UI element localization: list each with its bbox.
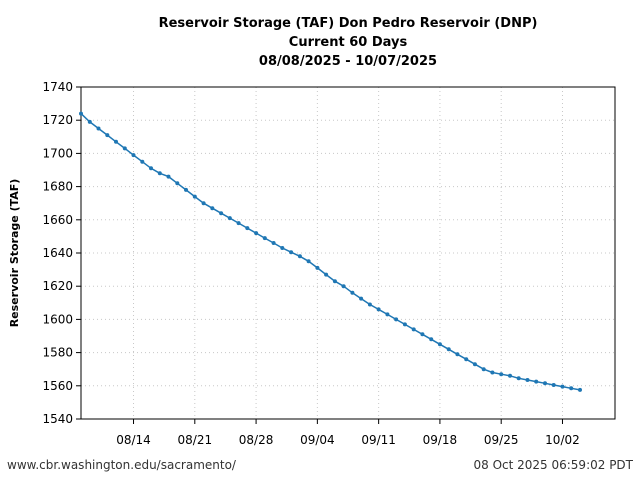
data-point	[534, 379, 539, 384]
data-point	[184, 187, 188, 192]
data-point	[140, 159, 145, 164]
data-point	[166, 174, 171, 179]
data-point	[376, 307, 381, 312]
data-point	[315, 265, 320, 270]
y-tick-label: 1700	[42, 146, 73, 160]
data-point	[420, 332, 425, 337]
data-point	[508, 373, 512, 378]
y-tick-label: 1560	[42, 379, 73, 393]
data-point	[543, 381, 547, 386]
data-point	[79, 111, 83, 116]
data-point	[367, 302, 372, 307]
data-point	[157, 171, 162, 176]
x-tick-label: 08/14	[116, 433, 151, 447]
chart-date-range: 08/08/2025 - 10/07/2025	[259, 54, 437, 69]
x-tick-label: 09/04	[300, 433, 335, 447]
data-point	[280, 246, 285, 250]
data-point	[122, 146, 127, 151]
data-point	[324, 272, 329, 277]
x-axis: 08/14 08/21 08/28 09/04 09/11 09/18 09/25 10/02	[116, 419, 580, 447]
data-point	[131, 153, 136, 158]
data-point	[394, 317, 399, 322]
series-line	[80, 113, 581, 391]
y-axis-label: Reservoir Storage (TAF)	[8, 179, 21, 328]
y-tick-label: 1680	[42, 180, 73, 194]
x-tick-label: 10/02	[545, 433, 580, 447]
data-point	[201, 201, 206, 206]
data-point	[560, 384, 565, 389]
data-point	[254, 231, 259, 236]
y-tick-label: 1720	[42, 113, 73, 127]
data-point	[516, 376, 521, 381]
data-point	[297, 254, 302, 259]
data-point	[551, 383, 556, 387]
data-point	[455, 352, 460, 357]
data-point	[499, 372, 504, 377]
y-tick-label: 1740	[42, 80, 73, 94]
data-point	[569, 386, 574, 391]
data-point	[481, 367, 486, 372]
data-point	[114, 139, 118, 144]
data-point	[332, 279, 337, 284]
data-point	[245, 226, 250, 231]
data-point	[227, 216, 232, 221]
x-tick-label: 08/21	[178, 433, 213, 447]
chart-title: Reservoir Storage (TAF) Don Pedro Reserv…	[159, 16, 538, 31]
data-point	[446, 347, 451, 352]
source-url: www.cbr.washington.edu/sacramento/	[7, 458, 236, 472]
y-tick-label: 1600	[42, 312, 73, 326]
y-tick-label: 1540	[42, 412, 73, 426]
data-point	[525, 378, 530, 382]
y-tick-label: 1640	[42, 246, 73, 260]
y-tick-label: 1660	[42, 213, 73, 227]
y-tick-label: 1580	[42, 346, 73, 360]
x-tick-label: 08/28	[239, 433, 274, 447]
data-point	[289, 250, 294, 255]
data-point	[306, 259, 311, 264]
timestamp: 08 Oct 2025 06:59:02 PDT	[473, 458, 633, 472]
y-tick-label: 1620	[42, 279, 73, 293]
x-tick-label: 09/18	[423, 433, 458, 447]
data-point	[175, 181, 180, 186]
chart-subtitle: Current 60 Days	[289, 35, 408, 50]
data-point	[105, 133, 110, 138]
data-point	[192, 194, 197, 199]
data-point	[341, 284, 346, 289]
data-point	[490, 370, 495, 375]
x-tick-label: 09/11	[361, 433, 396, 447]
data-point	[96, 126, 101, 131]
data-point	[578, 387, 582, 392]
data-point	[385, 312, 390, 317]
grid	[81, 87, 615, 419]
y-axis: 1540 1560 1580 1600 1620 1640 1660 1680 1700 1720…	[42, 80, 81, 426]
data-point	[429, 337, 434, 342]
data-point	[87, 119, 92, 124]
data-point	[149, 166, 153, 171]
data-point	[411, 327, 416, 332]
data-point	[236, 221, 241, 226]
data-point	[219, 211, 224, 216]
data-point	[350, 290, 355, 295]
data-point	[262, 236, 267, 241]
data-point	[271, 241, 276, 245]
x-tick-label: 09/25	[484, 433, 519, 447]
data-point	[359, 296, 364, 301]
data-point	[210, 206, 215, 211]
data-point	[402, 322, 407, 327]
series-reservoir-storage	[79, 111, 582, 392]
data-point	[464, 357, 469, 362]
data-point	[472, 362, 477, 367]
data-point	[437, 342, 442, 347]
